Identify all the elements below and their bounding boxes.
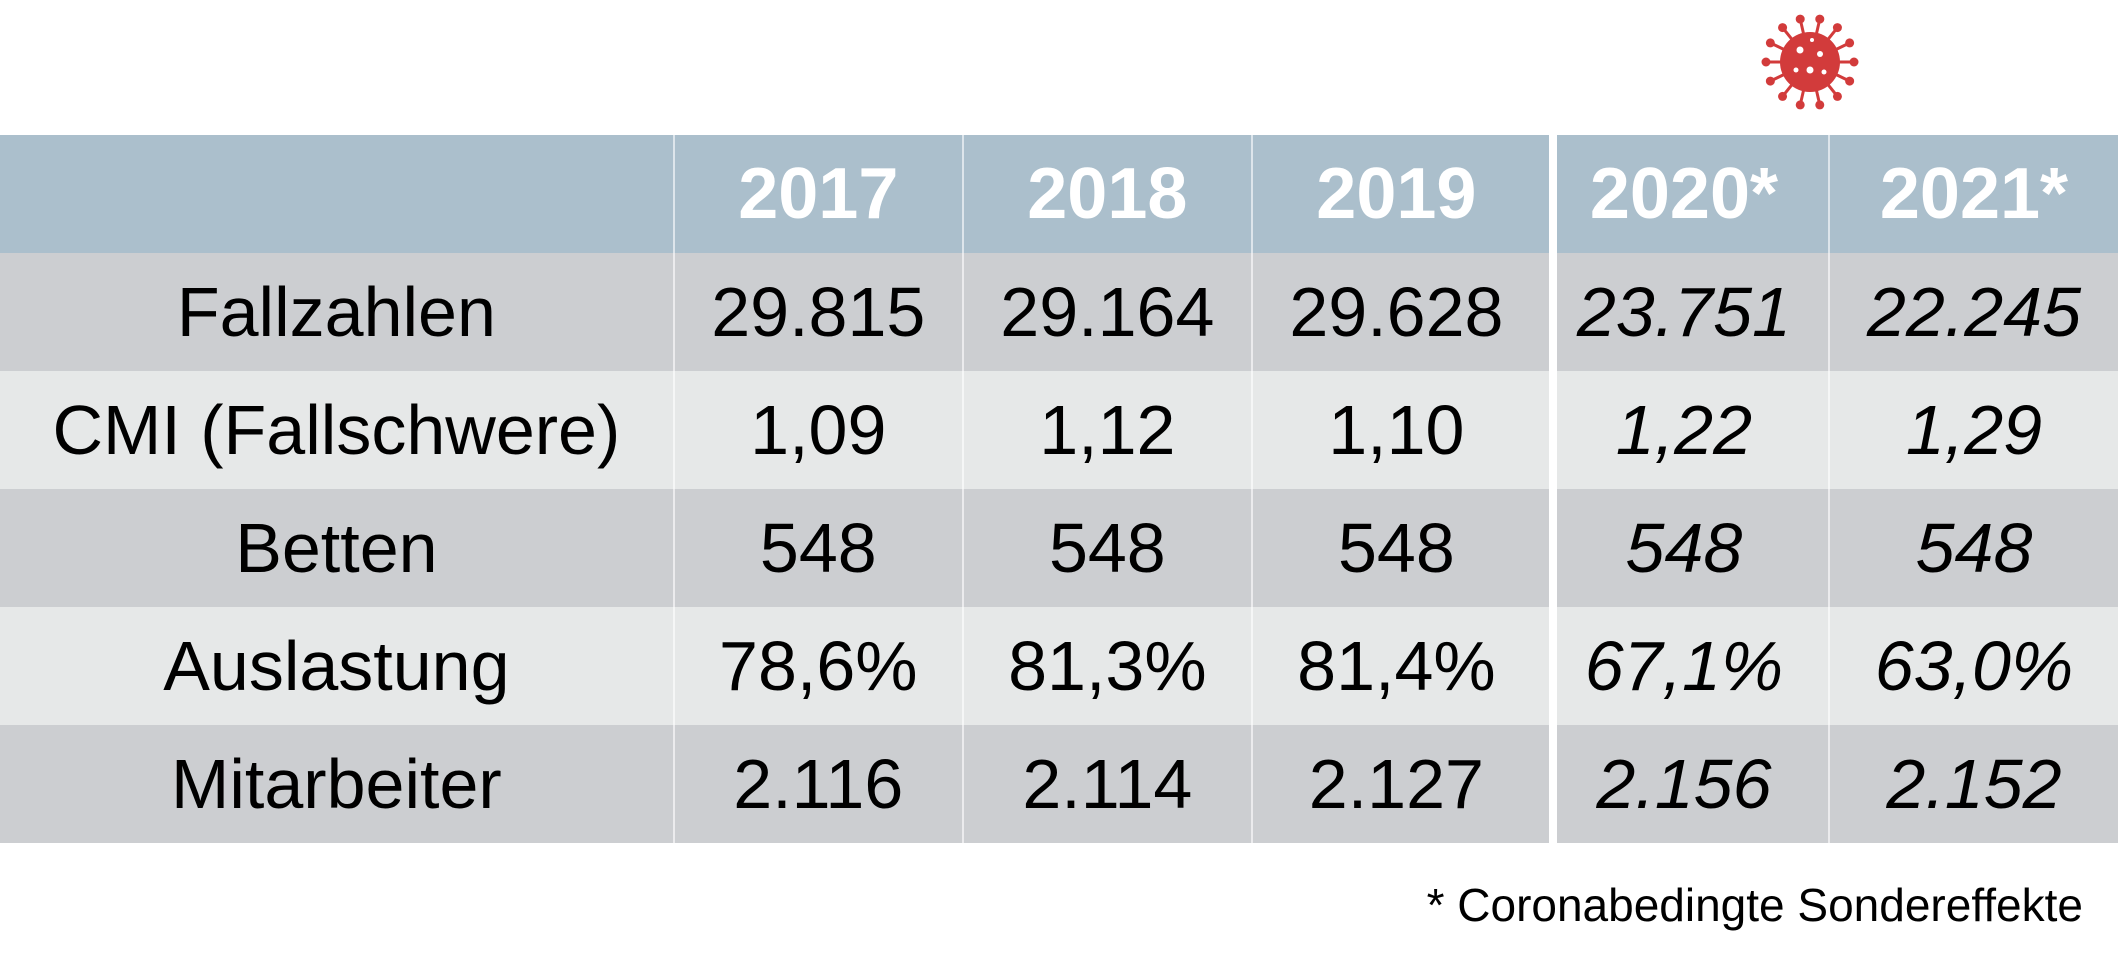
table-row: Fallzahlen 29.815 29.164 29.628 23.751 2… xyxy=(0,253,2118,371)
table-row: Betten 548 548 548 548 548 xyxy=(0,489,2118,607)
table-cell: 67,1% xyxy=(1584,627,1784,705)
table-cell: 2.152 xyxy=(1827,725,2118,843)
corona-period-divider xyxy=(1549,135,1557,843)
row-label: Mitarbeiter xyxy=(171,745,502,823)
table-row: Mitarbeiter 2.116 2.114 2.127 2.156 2.15… xyxy=(0,725,2118,843)
row-label: Betten xyxy=(235,509,438,587)
table-cell: 548 xyxy=(1625,509,1743,587)
header-cell-2019: 2019 xyxy=(1250,135,1540,253)
row-label: CMI (Fallschwere) xyxy=(52,391,621,469)
table-cell: 1,10 xyxy=(1250,371,1540,489)
header-row: 2017 2018 2019 2020* 2021* xyxy=(0,135,2118,253)
table-cell: 1,29 xyxy=(1827,371,2118,489)
data-table: 2017 2018 2019 2020* 2021* Fallzahlen 29… xyxy=(0,135,2118,843)
header-cell-2018: 2018 xyxy=(961,135,1251,253)
table-cell: 1,09 xyxy=(672,371,962,489)
table-row: CMI (Fallschwere) 1,09 1,12 1,10 1,22 1,… xyxy=(0,371,2118,489)
coronavirus-icon xyxy=(1761,14,1859,110)
row-label: Auslastung xyxy=(163,627,510,705)
table-cell: 548 xyxy=(672,489,962,607)
table-cell: 23.751 xyxy=(1576,273,1791,351)
table-row: Auslastung 78,6% 81,3% 81,4% 67,1% 63,0% xyxy=(0,607,2118,725)
row-label: Fallzahlen xyxy=(176,273,496,351)
table-cell: 548 xyxy=(1827,489,2118,607)
header-cell-corner xyxy=(0,135,673,253)
header-cell-2020: 2020* xyxy=(1589,154,1779,234)
table-cell: 1,12 xyxy=(961,371,1251,489)
header-cell-2017: 2017 xyxy=(672,135,962,253)
table-cell: 548 xyxy=(961,489,1251,607)
table-cell: 2.156 xyxy=(1596,745,1772,823)
table-cell: 548 xyxy=(1250,489,1540,607)
table-cell: 2.114 xyxy=(961,725,1251,843)
table-cell: 81,3% xyxy=(961,607,1251,725)
table-cell: 81,4% xyxy=(1250,607,1540,725)
table-cell: 29.628 xyxy=(1250,253,1540,371)
table-cell: 29.164 xyxy=(961,253,1251,371)
table-cell: 78,6% xyxy=(672,607,962,725)
table-cell: 1,22 xyxy=(1615,391,1753,469)
table-cell: 29.815 xyxy=(672,253,962,371)
table-cell: 2.116 xyxy=(672,725,962,843)
table-cell: 2.127 xyxy=(1250,725,1540,843)
header-cell-2021: 2021* xyxy=(1827,135,2118,253)
table-cell: 22.245 xyxy=(1827,253,2118,371)
footnote: * Coronabedingte Sondereffekte xyxy=(1426,879,2083,931)
table-cell: 63,0% xyxy=(1827,607,2118,725)
